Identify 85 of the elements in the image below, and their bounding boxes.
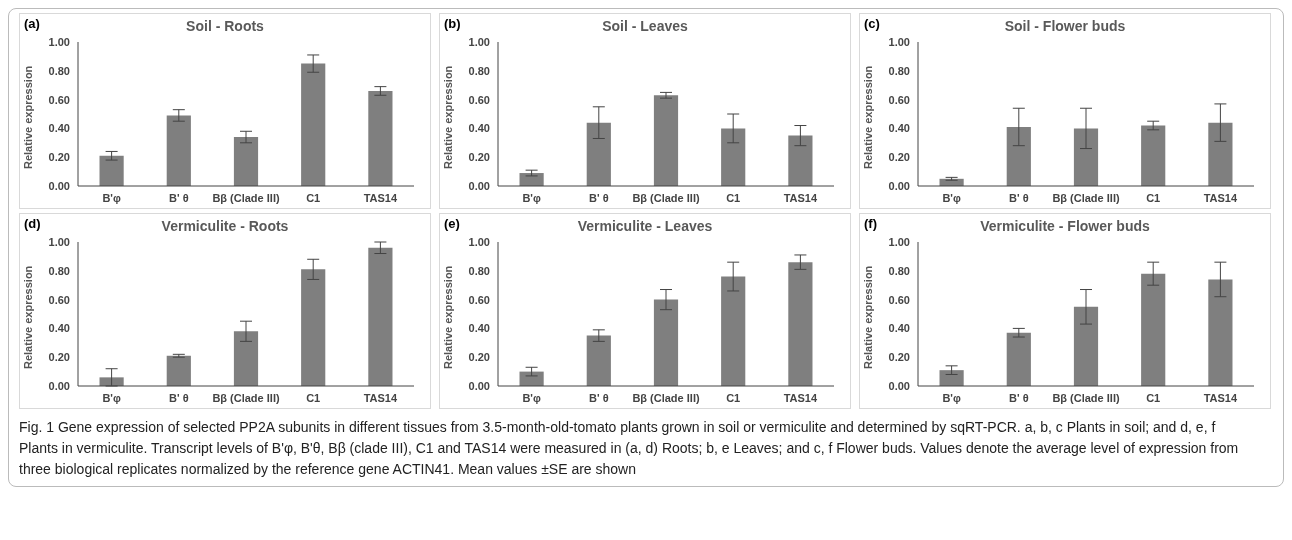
text: (f) — [864, 216, 877, 231]
text: (d) — [24, 216, 41, 231]
y-axis-title: Relative expression — [21, 65, 34, 169]
x-tick-label: C1 — [1146, 191, 1161, 204]
y-tick-label: 1.00 — [468, 35, 490, 48]
y-tick-label: 0.80 — [468, 264, 490, 277]
y-tick-label: 0.60 — [48, 93, 70, 106]
x-tick-label: B' θ — [589, 191, 609, 204]
y-tick-label: 0.20 — [48, 351, 70, 364]
chart-title: Vermiculite - Leaves — [577, 218, 713, 234]
text: (a) — [24, 16, 40, 31]
x-tick-label: B'φ — [942, 391, 961, 404]
caption: Fig. 1 Gene expression of selected PP2A subunits in different tissues from 3.5-month-old-tomato plants grown in soil or vermiculite and determined by sqRT-PCR. a, b, c Plants in soil; and d, e, f Plants in vermiculite. Transcript levels of B'φ, B'θ, Bβ (clade III), C1 and TAS14 were measured in (a, d) Roots; b, e Leaves; and c, f Flower buds. Values denote the average level of expression from three biological replicates normalized by the reference gene ACTIN41. Mean values ±SE are shown — [19, 418, 1240, 479]
text: (b) — [444, 16, 461, 31]
y-tick-label: 0.80 — [48, 264, 70, 277]
y-axis-title: Relative expression — [21, 265, 34, 369]
y-tick-label: 0.40 — [468, 122, 490, 135]
y-tick-label: 0.40 — [888, 122, 910, 135]
x-tick-label: TAS14 — [1203, 391, 1238, 404]
x-tick-label: B'φ — [102, 191, 121, 204]
x-tick-label: B' θ — [1009, 391, 1029, 404]
y-tick-label: 0.20 — [888, 151, 910, 164]
y-tick-label: 0.80 — [888, 264, 910, 277]
chart-title: Soil - Flower buds — [1004, 18, 1126, 34]
y-tick-label: 1.00 — [468, 235, 490, 248]
y-tick-label: 0.40 — [888, 322, 910, 335]
x-tick-label: TAS14 — [1203, 191, 1238, 204]
x-tick-label: Bβ (Clade III) — [1052, 391, 1120, 404]
x-tick-label: Bβ (Clade III) — [632, 391, 700, 404]
y-tick-label: 0.00 — [48, 179, 70, 192]
y-tick-label: 0.00 — [468, 379, 490, 392]
y-tick-label: 0.40 — [468, 322, 490, 335]
y-tick-label: 1.00 — [888, 35, 910, 48]
x-tick-label: Bβ (Clade III) — [212, 391, 280, 404]
x-tick-label: C1 — [726, 191, 741, 204]
x-tick-label: B' θ — [169, 191, 189, 204]
y-tick-label: 1.00 — [888, 235, 910, 248]
x-tick-label: TAS14 — [363, 391, 398, 404]
y-tick-label: 1.00 — [48, 35, 70, 48]
x-tick-label: TAS14 — [783, 191, 818, 204]
y-tick-label: 0.60 — [468, 93, 490, 106]
y-tick-label: 0.20 — [888, 351, 910, 364]
x-tick-label: B'φ — [102, 391, 121, 404]
x-tick-label: B'φ — [522, 191, 541, 204]
y-tick-label: 0.80 — [48, 64, 70, 77]
y-axis-title: Relative expression — [441, 265, 454, 369]
x-tick-label: Bβ (Clade III) — [212, 191, 280, 204]
y-tick-label: 0.80 — [468, 64, 490, 77]
x-tick-label: C1 — [306, 191, 321, 204]
text: (e) — [444, 216, 460, 231]
y-tick-label: 1.00 — [48, 235, 70, 248]
y-axis-title: Relative expression — [861, 265, 874, 369]
x-tick-label: Bβ (Clade III) — [1052, 191, 1120, 204]
x-tick-label: C1 — [306, 391, 321, 404]
y-tick-label: 0.00 — [888, 179, 910, 192]
y-tick-label: 0.60 — [888, 93, 910, 106]
y-axis-title: Relative expression — [441, 65, 454, 169]
x-tick-label: Bβ (Clade III) — [632, 191, 700, 204]
chart-title: Vermiculite - Flower buds — [980, 218, 1150, 234]
y-tick-label: 0.00 — [888, 379, 910, 392]
y-tick-label: 0.40 — [48, 322, 70, 335]
text: (c) — [864, 16, 880, 31]
y-tick-label: 0.80 — [888, 64, 910, 77]
y-tick-label: 0.60 — [48, 293, 70, 306]
x-tick-label: TAS14 — [363, 191, 398, 204]
x-tick-label: B' θ — [169, 391, 189, 404]
y-tick-label: 0.20 — [468, 151, 490, 164]
y-tick-label: 0.00 — [48, 379, 70, 392]
y-axis-title: Relative expression — [861, 65, 874, 169]
y-tick-label: 0.40 — [48, 122, 70, 135]
x-tick-label: B' θ — [589, 391, 609, 404]
y-tick-label: 0.20 — [48, 151, 70, 164]
x-tick-label: B'φ — [522, 391, 541, 404]
chart-title: Vermiculite - Roots — [161, 218, 289, 234]
chart-title: Soil - Leaves — [602, 18, 688, 34]
y-tick-label: 0.60 — [468, 293, 490, 306]
x-tick-label: B'φ — [942, 191, 961, 204]
x-tick-label: B' θ — [1009, 191, 1029, 204]
chart-title: Soil - Roots — [186, 18, 264, 34]
y-tick-label: 0.60 — [888, 293, 910, 306]
x-tick-label: TAS14 — [783, 391, 818, 404]
x-tick-label: C1 — [1146, 391, 1161, 404]
x-tick-label: C1 — [726, 391, 741, 404]
y-tick-label: 0.20 — [468, 351, 490, 364]
y-tick-label: 0.00 — [468, 179, 490, 192]
